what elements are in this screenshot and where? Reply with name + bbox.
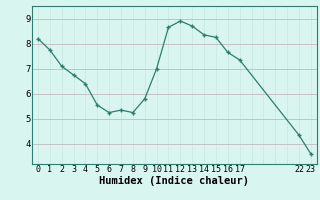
- X-axis label: Humidex (Indice chaleur): Humidex (Indice chaleur): [100, 176, 249, 186]
